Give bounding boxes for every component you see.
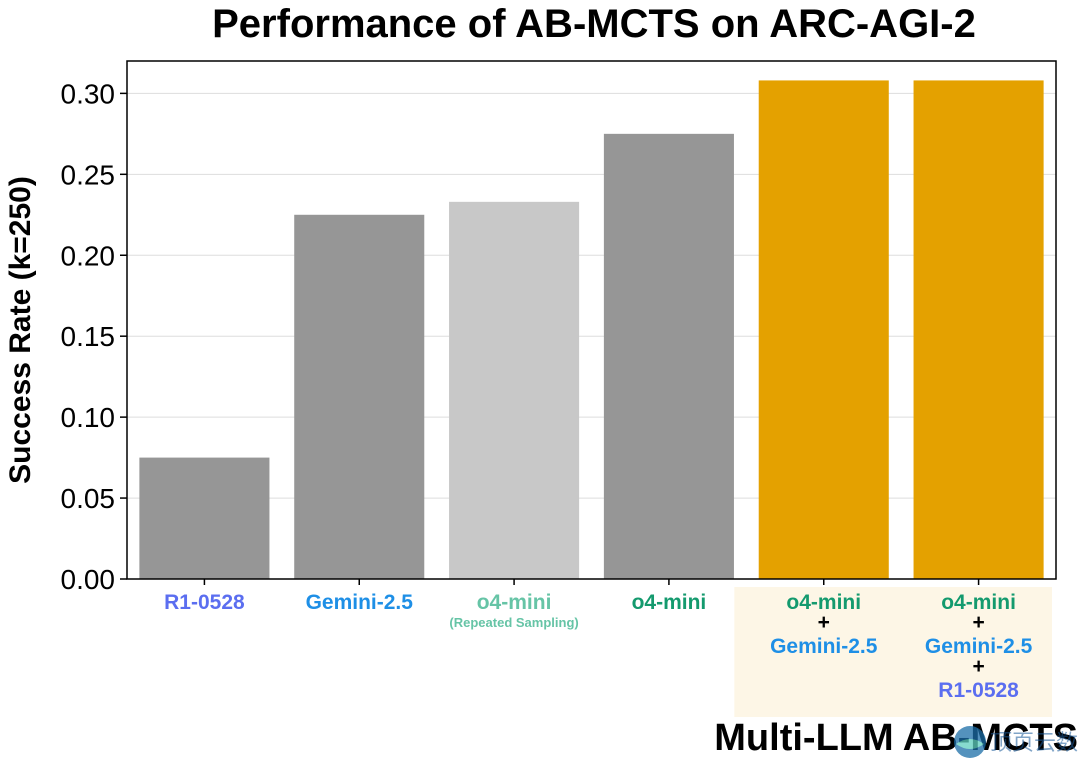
x-tick-label: R1-0528 xyxy=(938,679,1019,702)
x-axis-labels: R1-0528 Gemini-2.5 o4-mini(Repeated Sampli… xyxy=(164,579,1033,702)
gridlines xyxy=(127,92,1056,499)
y-tick-label: 0.20 xyxy=(61,240,116,271)
bar xyxy=(603,133,734,579)
multi-llm-highlight xyxy=(734,587,1052,717)
x-tick-label: o4-mini xyxy=(941,591,1016,614)
y-tick-label: 0.30 xyxy=(61,78,116,109)
x-tick-label: o4-mini xyxy=(786,591,861,614)
y-tick-label: 0.15 xyxy=(61,321,116,352)
plus-sign: + xyxy=(972,611,984,634)
bar xyxy=(139,457,270,579)
x-tick-sublabel: (Repeated Sampling) xyxy=(449,615,578,630)
x-tick-label: o4-mini xyxy=(632,591,707,614)
plus-sign: + xyxy=(972,655,984,678)
chart-title: Performance of AB-MCTS on ARC-AGI-2 xyxy=(212,2,976,46)
y-tick-label: 0.05 xyxy=(61,483,116,514)
plot-frame xyxy=(126,60,1057,580)
bars xyxy=(139,80,1044,580)
group-label: Multi-LLM AB-MCTS xyxy=(714,717,1078,759)
bar xyxy=(913,80,1044,580)
x-tick-label: Gemini-2.5 xyxy=(925,635,1033,658)
bar xyxy=(294,214,425,579)
x-tick-label: Gemini-2.5 xyxy=(770,635,878,658)
watermark-text: 顶页云数 xyxy=(990,730,1078,755)
bar xyxy=(449,201,580,580)
y-axis-label: Success Rate (k=250) xyxy=(4,176,37,484)
bar xyxy=(758,80,889,580)
x-tick-label: o4-mini xyxy=(477,591,552,614)
y-tick-label: 0.10 xyxy=(61,402,116,433)
x-tick-label: R1-0528 xyxy=(164,591,245,614)
y-axis: 0.00 0.05 0.10 0.15 0.20 0.25 0.30 xyxy=(61,78,127,595)
x-tick-label: Gemini-2.5 xyxy=(306,591,414,614)
y-tick-label: 0.00 xyxy=(61,564,116,595)
watermark-logo xyxy=(954,726,986,758)
plus-sign: + xyxy=(818,611,830,634)
y-tick-label: 0.25 xyxy=(61,159,116,190)
